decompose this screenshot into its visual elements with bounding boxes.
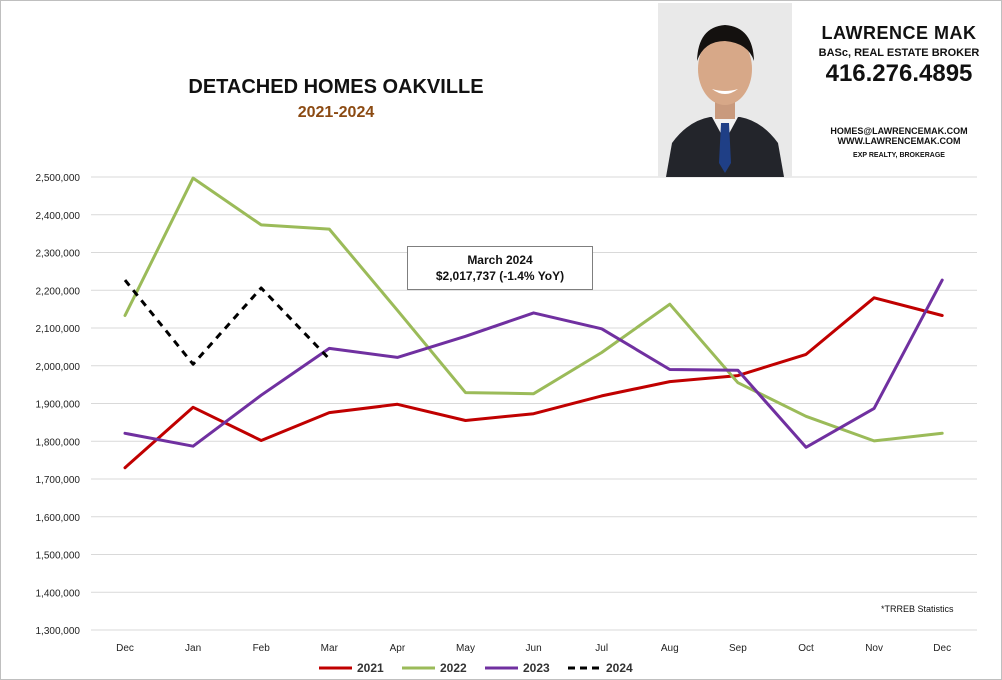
chart-subtitle: 2021-2024 — [297, 104, 375, 121]
series-line-2022 — [123, 176, 944, 443]
y-tick-label: 2,200,000 — [36, 286, 81, 297]
series-line-2024 — [123, 279, 331, 366]
broker-email: HOMES@LAWRENCEMAK.COM — [830, 126, 968, 136]
x-tick-label: Dec — [116, 643, 134, 654]
y-tick-label: 1,500,000 — [36, 551, 81, 562]
source-note: *TRREB Statistics — [881, 604, 954, 614]
annotation-box: March 2024 $2,017,737 (-1.4% YoY) — [407, 246, 593, 290]
legend-label-2023: 2023 — [523, 661, 550, 675]
x-tick-label: Jun — [526, 643, 542, 654]
y-tick-label: 2,100,000 — [36, 324, 81, 335]
broker-phone: 416.276.4895 — [825, 60, 973, 87]
y-tick-label: 1,900,000 — [36, 400, 81, 411]
broker-card: LAWRENCE MAK BASc, REAL ESTATE BROKER 41… — [801, 23, 997, 159]
x-tick-label: Jul — [595, 643, 608, 654]
y-tick-label: 2,300,000 — [36, 249, 81, 260]
legend-label-2021: 2021 — [357, 661, 384, 675]
x-tick-label: Nov — [865, 643, 883, 654]
x-tick-label: Aug — [661, 643, 679, 654]
y-tick-label: 2,000,000 — [36, 362, 81, 373]
annotation-line-1: March 2024 — [467, 253, 533, 267]
x-tick-label: Dec — [933, 643, 951, 654]
series-line-2021 — [123, 296, 944, 470]
y-tick-label: 1,800,000 — [36, 437, 81, 448]
series-line-2023 — [123, 278, 944, 449]
y-tick-label: 1,600,000 — [36, 513, 81, 524]
broker-website: WWW.LAWRENCEMAK.COM — [837, 136, 961, 146]
y-tick-label: 2,500,000 — [36, 173, 81, 184]
legend-label-2022: 2022 — [440, 661, 467, 675]
x-tick-label: Jan — [185, 643, 201, 654]
x-tick-label: Apr — [390, 643, 406, 654]
x-tick-label: Oct — [798, 643, 814, 654]
broker-photo — [658, 3, 792, 177]
broker-credentials: BASc, REAL ESTATE BROKER — [818, 47, 980, 59]
annotation-line-2: $2,017,737 (-1.4% YoY) — [435, 269, 565, 283]
x-tick-label: May — [456, 643, 475, 654]
broker-name: LAWRENCE MAK — [821, 23, 977, 43]
x-tick-label: Sep — [729, 643, 747, 654]
y-tick-label: 2,400,000 — [36, 211, 81, 222]
y-tick-label: 1,400,000 — [36, 588, 81, 599]
x-tick-label: Feb — [253, 643, 271, 654]
y-tick-label: 1,300,000 — [36, 626, 81, 637]
y-tick-label: 1,700,000 — [36, 475, 81, 486]
x-tick-label: Mar — [321, 643, 339, 654]
chart-title: DETACHED HOMES OAKVILLE — [188, 76, 484, 98]
broker-brokerage: EXP REALTY, BROKERAGE — [853, 152, 945, 159]
legend-label-2024: 2024 — [606, 661, 633, 675]
